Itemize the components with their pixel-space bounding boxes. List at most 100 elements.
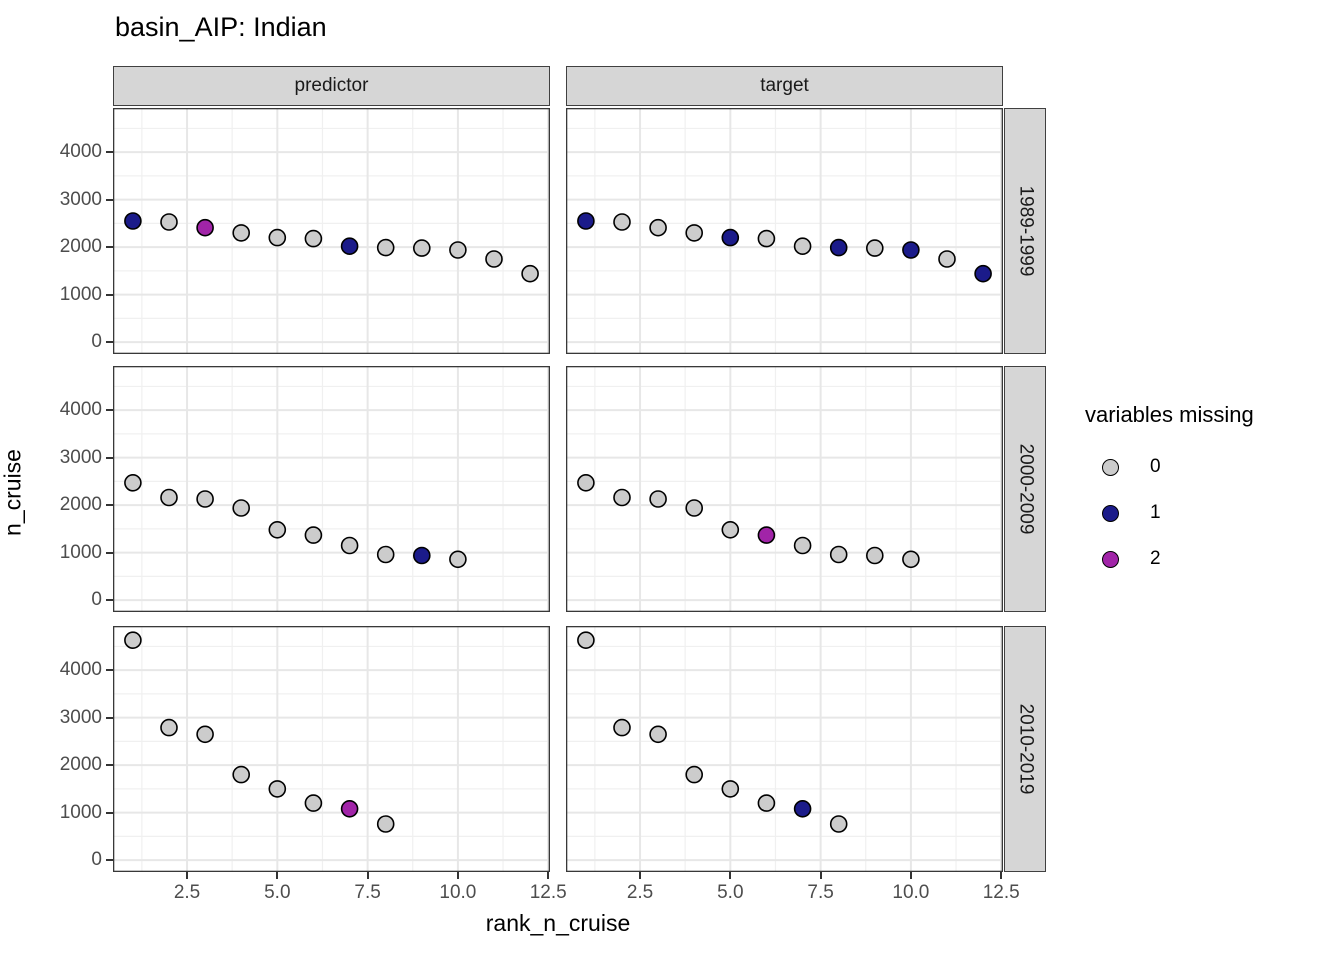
data-point [685, 224, 703, 242]
y-tick-mark [106, 456, 113, 459]
data-point [902, 550, 920, 569]
data-point [304, 229, 323, 248]
legend: variables missing 0 1 2 [1085, 402, 1254, 590]
x-tick-label: 5.0 [264, 882, 291, 903]
data-point [865, 546, 884, 565]
panel-predictor-2000-2009 [113, 366, 550, 612]
data-point [521, 264, 539, 283]
facet-col-strip-target: target [566, 66, 1003, 106]
data-point [124, 631, 142, 649]
data-point [613, 213, 631, 231]
y-tick-mark [106, 764, 113, 767]
data-point [196, 725, 214, 744]
x-tick-mark [547, 872, 550, 879]
panel-border [113, 626, 550, 872]
facet-row-strip-2000-2009: 2000-2009 [1004, 366, 1046, 612]
panel-target-2000-2009 [566, 366, 1003, 612]
data-point [685, 499, 703, 517]
y-tick-mark [106, 341, 113, 344]
x-tick-mark [366, 872, 369, 879]
x-tick-label: 10.0 [892, 882, 930, 903]
x-tick-label: 2.5 [173, 882, 201, 903]
data-point [232, 765, 250, 784]
y-tick-mark [106, 409, 113, 412]
legend-key-2-circle-icon [1102, 550, 1119, 568]
data-point [577, 631, 595, 649]
y-tick-label: 2000 [59, 494, 102, 516]
data-point [160, 488, 178, 507]
y-tick-mark [106, 551, 113, 554]
y-tick-label: 4000 [59, 399, 102, 421]
legend-title: variables missing [1085, 402, 1254, 427]
y-tick-mark [106, 716, 113, 719]
x-tick-label: 7.5 [354, 882, 381, 903]
x-tick-mark [729, 872, 732, 879]
data-point [232, 224, 250, 242]
x-axis-title: rank_n_cruise [485, 910, 631, 936]
data-point [793, 800, 812, 818]
legend-item-label: 1 [1150, 502, 1161, 523]
data-point [304, 526, 323, 544]
data-point [577, 474, 595, 492]
panel-predictor-2010-2019 [113, 626, 550, 872]
data-point [721, 228, 740, 247]
data-point [340, 237, 359, 255]
legend-item-1: 1 [1085, 498, 1254, 528]
y-tick-mark [106, 246, 113, 249]
facet-row-strip-label: 2000-2009 [1015, 443, 1036, 535]
data-point [829, 238, 848, 257]
data-point [902, 241, 920, 259]
y-tick-label: 1000 [59, 283, 102, 305]
facet-row-strip-1989-1999: 1989-1999 [1004, 108, 1046, 354]
panel-target-2010-2019 [566, 626, 1003, 872]
data-point [974, 264, 992, 283]
data-point [829, 815, 848, 833]
facet-row-strip-label: 1989-1999 [1015, 185, 1036, 277]
facet-row-strip-2010-2019: 2010-2019 [1004, 626, 1046, 872]
y-tick-label: 4000 [59, 659, 102, 681]
data-point [757, 794, 776, 812]
data-point [160, 213, 178, 231]
x-tick-mark [639, 872, 642, 879]
x-tick-label: 7.5 [807, 882, 834, 903]
legend-key-1-circle-icon [1102, 504, 1119, 522]
x-tick-mark [456, 872, 459, 879]
y-tick-mark [106, 293, 113, 296]
data-point [124, 474, 142, 492]
data-point [613, 718, 631, 737]
y-tick-mark [106, 151, 113, 154]
y-tick-label: 0 [91, 331, 102, 353]
data-point [412, 546, 431, 565]
y-tick-mark [106, 198, 113, 201]
data-point [124, 212, 142, 230]
y-tick-label: 3000 [59, 706, 102, 728]
data-point [196, 490, 214, 508]
legend-key-0-circle-icon [1102, 458, 1119, 476]
y-tick-label: 0 [91, 849, 102, 871]
data-point [649, 218, 667, 237]
data-point [793, 237, 812, 255]
data-point [449, 241, 467, 259]
panel-predictor-1989-1999 [113, 108, 550, 354]
facet-col-strip-predictor: predictor [113, 66, 550, 106]
facet-row-strip-label: 2010-2019 [1015, 703, 1036, 795]
y-tick-mark [106, 811, 113, 814]
panel-border [566, 108, 1003, 354]
data-point [829, 545, 848, 564]
data-point [268, 780, 287, 798]
x-tick-mark [819, 872, 822, 879]
y-tick-label: 3000 [59, 188, 102, 210]
data-point [613, 488, 631, 507]
data-point [160, 718, 178, 737]
data-point [412, 239, 431, 257]
legend-item-label: 0 [1150, 456, 1161, 477]
data-point [721, 521, 740, 539]
legend-item-0: 0 [1085, 452, 1254, 482]
data-point [485, 250, 503, 268]
legend-item-label: 2 [1150, 548, 1161, 569]
data-point [376, 815, 395, 833]
data-point [196, 218, 214, 237]
x-tick-label: 12.5 [529, 882, 567, 903]
panel-border [113, 366, 550, 612]
